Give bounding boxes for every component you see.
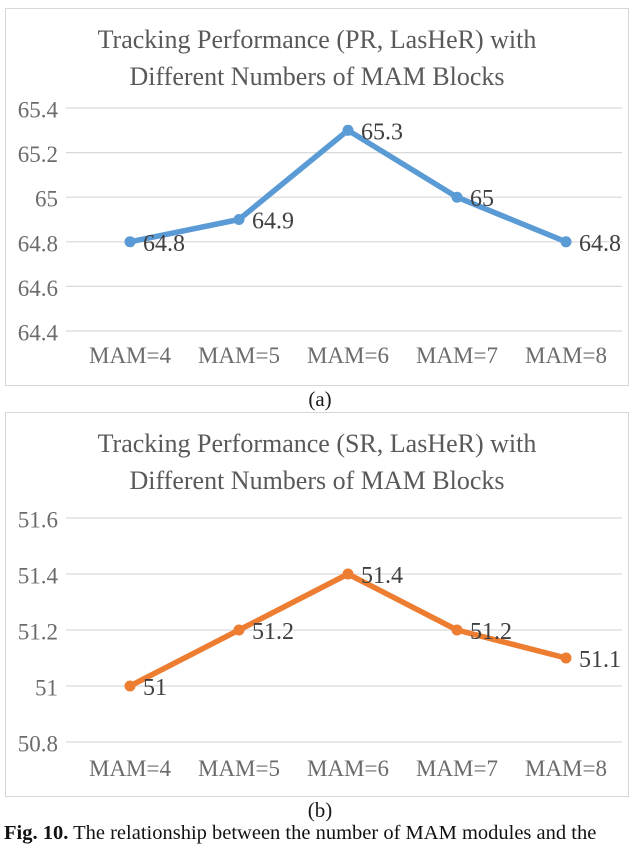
figure-panel-a: 65.4 65.2 65 64.8 64.6 64.4 MAM=4 MAM=5 MAM=6 MAM… (5, 8, 629, 386)
y-axis-tick-label: 64.4 (18, 321, 59, 346)
data-point-marker (342, 568, 354, 580)
y-axis-tick-label: 65.4 (18, 98, 59, 123)
chart-title-sr: Tracking Performance (SR, LasHeR) with D… (6, 425, 628, 499)
data-point-label: 51.4 (361, 563, 403, 589)
y-axis-tick-label: 51.4 (18, 564, 59, 589)
y-axis-tick-label: 51.2 (18, 620, 58, 645)
chart-title-pr: Tracking Performance (PR, LasHeR) with D… (6, 21, 628, 95)
data-point-label: 64.9 (252, 209, 294, 235)
data-point-label: 51.2 (470, 619, 512, 645)
y-axis-tick-label: 64.6 (18, 276, 58, 301)
chart-title-line2: Different Numbers of MAM Blocks (129, 466, 505, 495)
data-line (127, 127, 569, 245)
x-axis-category-label: MAM=4 (89, 343, 171, 368)
data-point-label: 65 (470, 186, 494, 212)
data-point-label: 51.1 (579, 647, 621, 673)
x-axis-category-label: MAM=5 (198, 756, 280, 781)
caption-text: The relationship between the number of M… (73, 822, 597, 844)
y-axis-tick-label: 51 (35, 676, 58, 701)
chart-title-line2: Different Numbers of MAM Blocks (129, 62, 505, 91)
y-axis-tick-label: 64.8 (18, 231, 58, 256)
data-point-label: 51 (143, 675, 167, 701)
data-point-label: 65.3 (361, 119, 403, 145)
y-axis-tick-label: 65 (35, 187, 58, 212)
data-point-marker (233, 624, 245, 636)
data-point-marker (342, 124, 354, 136)
x-axis-category-label: MAM=6 (307, 343, 389, 368)
x-axis-category-label: MAM=7 (416, 343, 498, 368)
y-axis-tick-label: 51.6 (18, 508, 58, 533)
line-plot-sr: 51.6 51.4 51.2 51 50.8 MAM=4 MAM=5 MAM=6 MAM=7 MA… (18, 508, 622, 781)
x-axis-category-label: MAM=4 (89, 756, 171, 781)
data-point-marker (451, 624, 463, 636)
x-axis-category-label: MAM=8 (525, 343, 607, 368)
y-axis-tick-label: 65.2 (18, 142, 58, 167)
data-point-marker (451, 191, 463, 203)
data-point-marker (560, 652, 572, 664)
line-plot-pr: 65.4 65.2 65 64.8 64.6 64.4 MAM=4 MAM=5 MAM=6 MAM… (18, 98, 622, 368)
panel-label-a: (a) (308, 387, 332, 411)
data-point-marker (124, 236, 136, 248)
x-axis-category-label: MAM=6 (307, 756, 389, 781)
figure-panel-b: 51.6 51.4 51.2 51 50.8 MAM=4 MAM=5 MAM=6 MAM=7 MA… (5, 412, 629, 797)
x-axis-category-label: MAM=5 (198, 343, 280, 368)
chart-title-line1: Tracking Performance (SR, LasHeR) with (97, 429, 537, 458)
caption-figure-number: Fig. 10. (4, 822, 69, 844)
chart-title-line1: Tracking Performance (PR, LasHeR) with (97, 25, 537, 54)
data-point-label: 64.8 (579, 231, 621, 257)
data-point-marker (233, 214, 245, 225)
figure-caption: Fig. 10. The relationship between the nu… (4, 821, 638, 846)
data-point-label: 51.2 (252, 619, 294, 645)
data-point-label: 64.8 (143, 231, 185, 257)
x-axis-category-label: MAM=7 (416, 756, 498, 781)
panel-label-b: (b) (307, 798, 333, 822)
x-axis-category-label: MAM=8 (525, 756, 607, 781)
data-point-marker (560, 236, 572, 248)
data-point-marker (124, 680, 136, 692)
y-axis-tick-label: 50.8 (18, 732, 58, 757)
